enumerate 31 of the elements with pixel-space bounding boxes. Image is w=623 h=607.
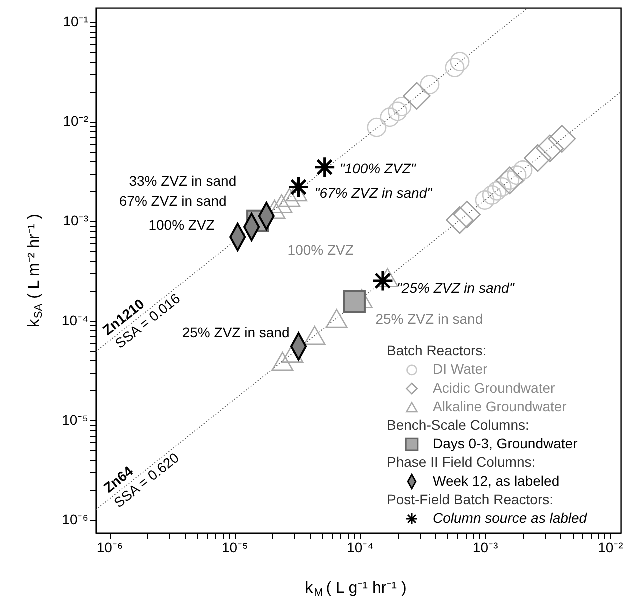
x-tick-label: 10⁻² bbox=[598, 540, 623, 556]
x-tick-label: 10⁻⁵ bbox=[222, 540, 248, 556]
annotation: 100% ZVZ bbox=[288, 242, 354, 258]
legend-label: DI Water bbox=[433, 361, 488, 378]
x-tick-label: 10⁻⁶ bbox=[96, 540, 124, 556]
y-axis-title: kSA ( L m⁻² hr⁻¹ ) bbox=[26, 214, 45, 328]
annotation: 67% ZVZ in sand bbox=[119, 193, 227, 210]
annotation: "25% ZVZ in sand" bbox=[396, 280, 516, 296]
annotation: 100% ZVZ bbox=[148, 217, 216, 234]
legend-label: Column source as labled bbox=[433, 510, 588, 526]
annotation: 25% ZVZ in sand bbox=[182, 324, 290, 341]
legend-label: Week 12, as labeled bbox=[433, 472, 560, 489]
y-tick-label: 10⁻⁶ bbox=[62, 511, 88, 528]
x-tick-label: 10⁻⁴ bbox=[347, 540, 374, 556]
annotation: Batch Reactors: bbox=[387, 342, 487, 359]
y-tick-label: 10⁻¹ bbox=[63, 13, 89, 30]
y-tick-label: 10⁻⁴ bbox=[62, 312, 88, 328]
annotation: "67% ZVZ in sand" bbox=[314, 185, 434, 202]
x-tick-label: 10⁻³ bbox=[472, 540, 498, 556]
annotation: Phase II Field Columns: bbox=[387, 454, 536, 470]
legend-label: Acidic Groundwater bbox=[433, 380, 556, 396]
annotation: Post-Field Batch Reactors: bbox=[387, 491, 554, 508]
annotation: 25% ZVZ in sand bbox=[376, 310, 484, 327]
annotation: Bench-Scale Columns: bbox=[387, 417, 530, 433]
annotation: "100% ZVZ" bbox=[340, 160, 417, 176]
y-tick-label: 10⁻⁵ bbox=[62, 412, 88, 428]
legend-label: Alkaline Groundwater bbox=[433, 398, 568, 414]
y-tick-label: 10⁻³ bbox=[63, 212, 89, 229]
legend-label: Days 0-3, Groundwater bbox=[433, 436, 578, 452]
y-tick-label: 10⁻² bbox=[63, 113, 89, 130]
annotation: 33% ZVZ in sand bbox=[129, 173, 237, 190]
